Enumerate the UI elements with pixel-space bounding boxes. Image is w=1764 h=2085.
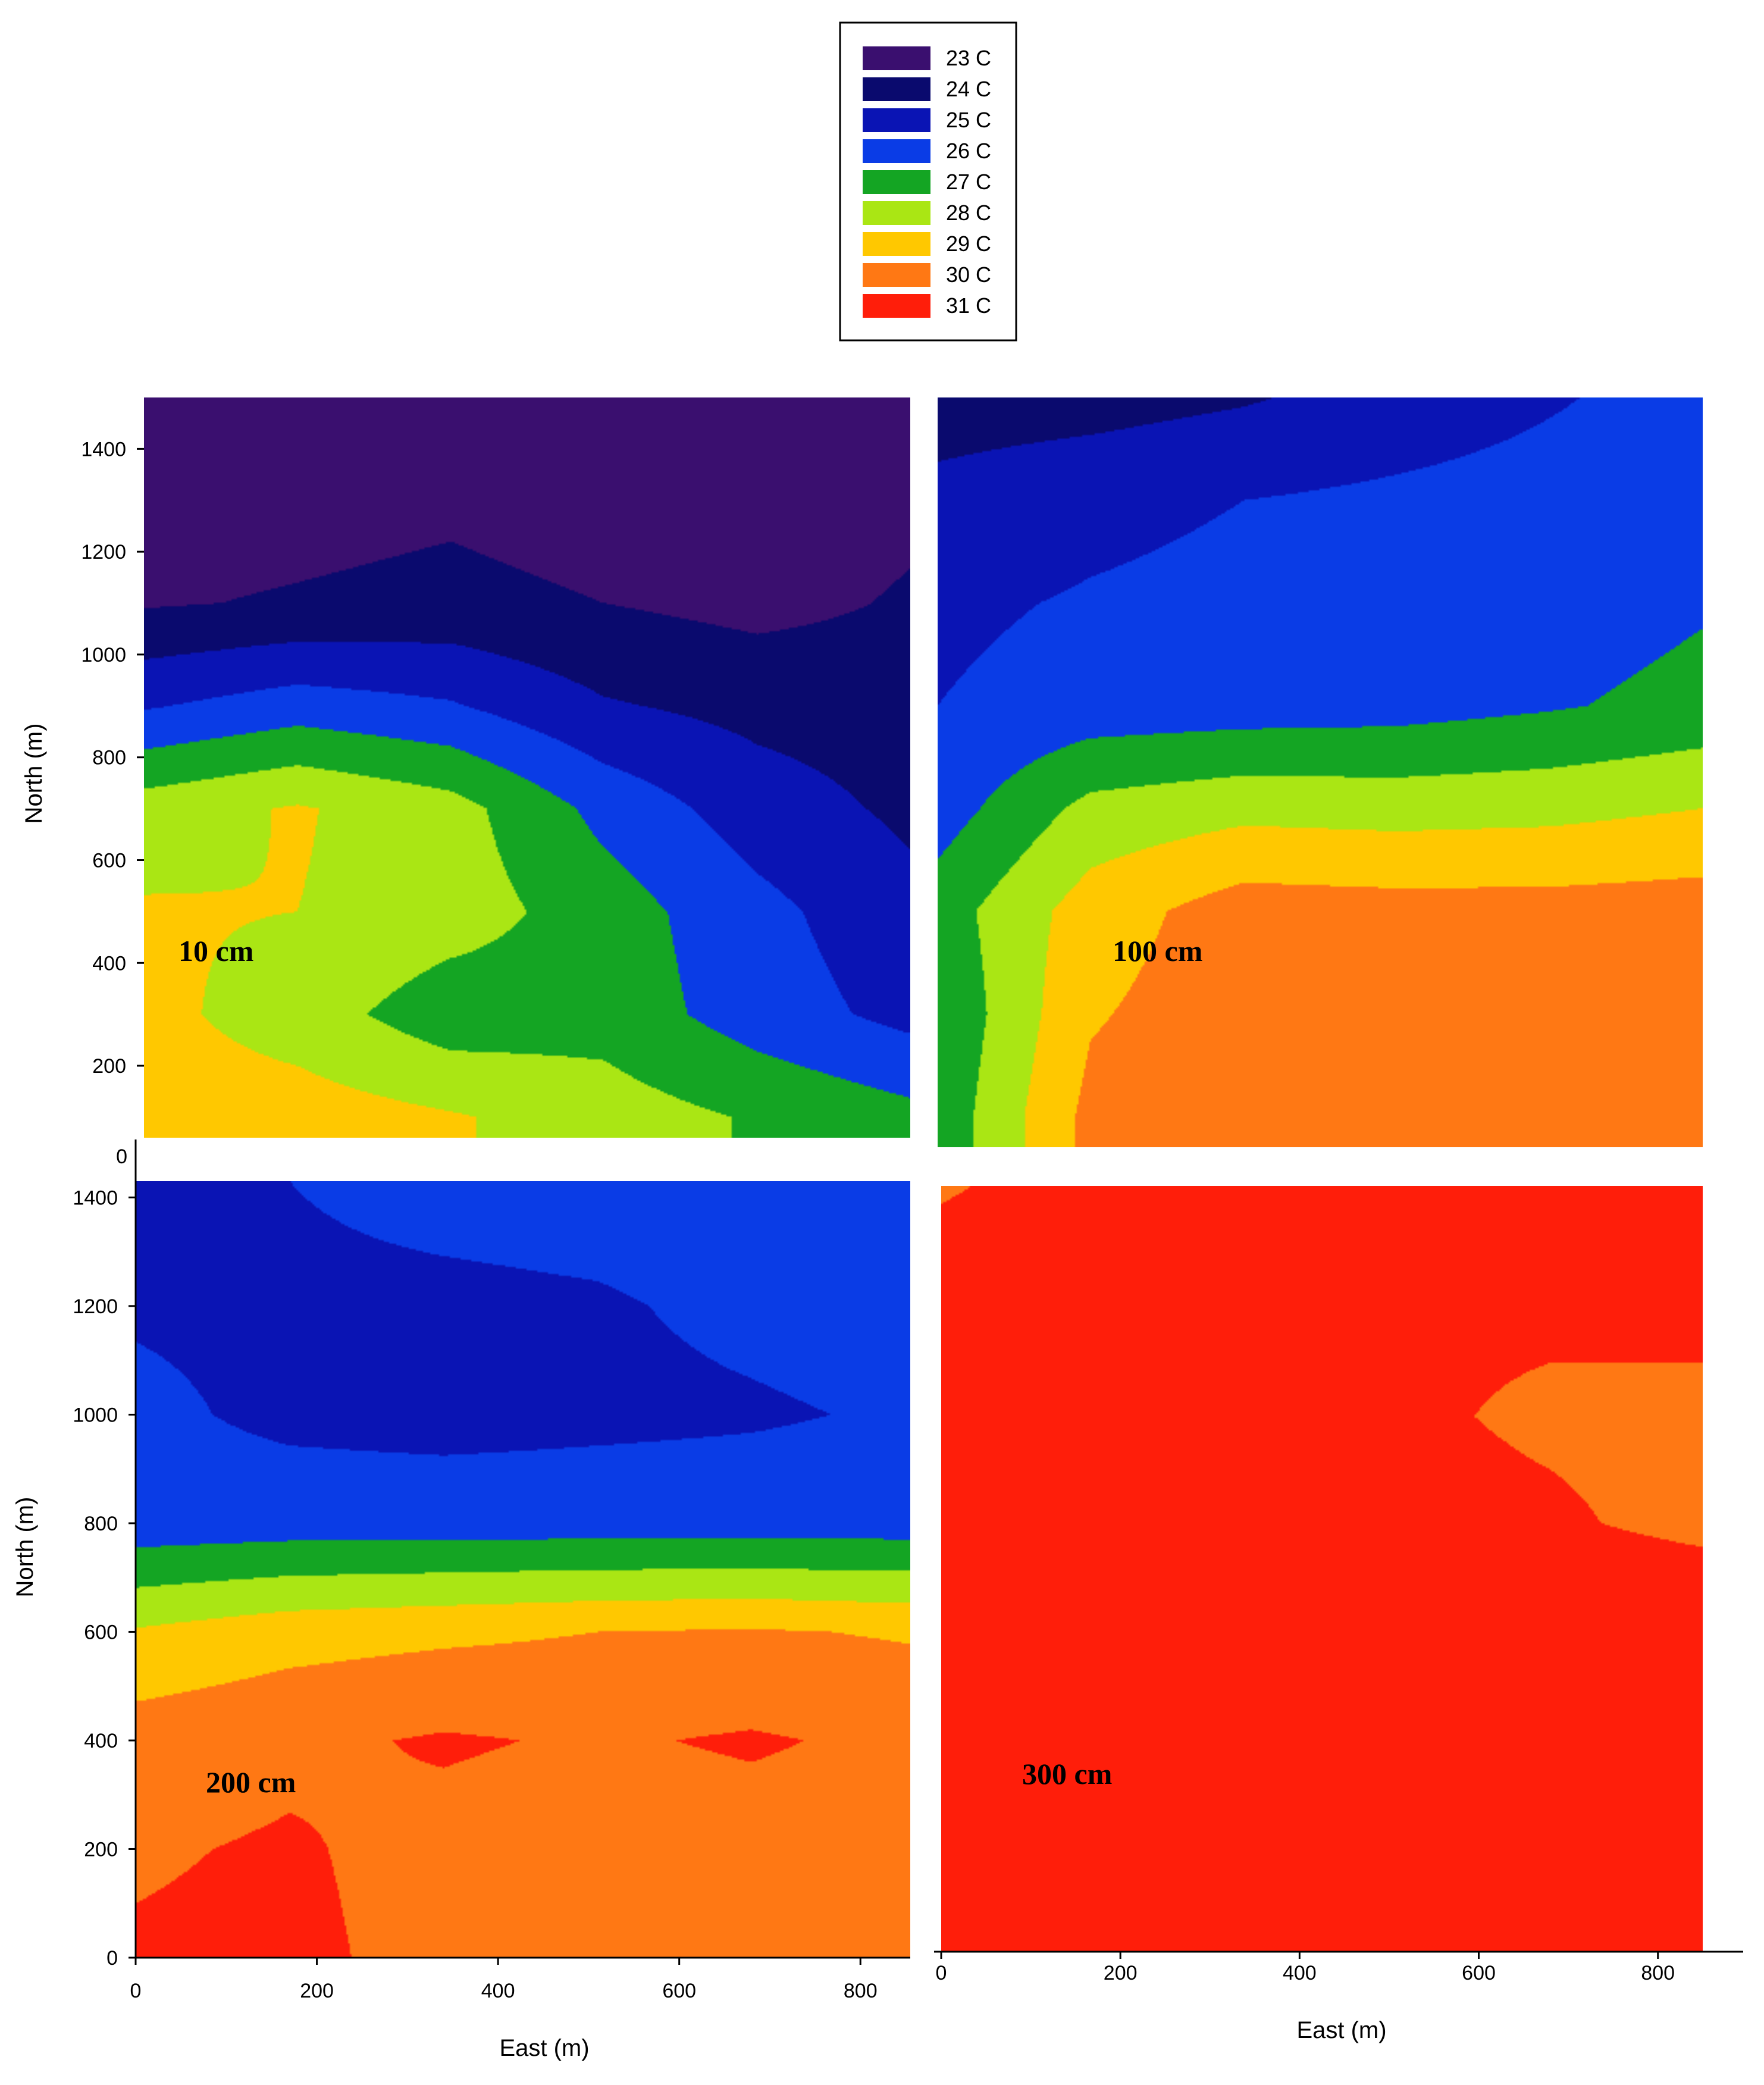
- y-tick-label: 1000: [81, 644, 126, 666]
- legend-label: 23 C: [946, 46, 991, 70]
- y-axis-title: North (m): [12, 1497, 38, 1598]
- legend-swatch: [863, 232, 930, 256]
- y-tick-label: 800: [84, 1513, 118, 1535]
- x-tick-label: 0: [936, 1962, 947, 1984]
- depth-label: 10 cm: [178, 934, 253, 968]
- legend-label: 26 C: [946, 139, 991, 163]
- contour-field: [144, 397, 910, 1138]
- y-tick-label: 200: [84, 1838, 118, 1861]
- y-tick-label: 1400: [81, 438, 126, 461]
- x-tick-label: 800: [844, 1980, 878, 2002]
- legend-label: 31 C: [946, 293, 991, 318]
- legend-swatch: [863, 263, 930, 287]
- depth-label: 300 cm: [1022, 1757, 1112, 1790]
- legend-label: 25 C: [946, 108, 991, 132]
- legend-swatch: [863, 201, 930, 225]
- legend-swatch: [863, 108, 930, 132]
- x-tick-label: 800: [1641, 1962, 1675, 1984]
- depth-label: 100 cm: [1113, 934, 1202, 968]
- x-tick-label: 0: [130, 1980, 142, 2002]
- y-tick-label: 1200: [73, 1295, 118, 1318]
- y-tick-label: 400: [92, 952, 126, 975]
- y-tick-label: 0: [116, 1145, 127, 1168]
- y-axis-title: North (m): [21, 724, 47, 824]
- y-tick-label: 200: [92, 1055, 126, 1078]
- x-tick-label: 600: [662, 1980, 696, 2002]
- depth-label: 200 cm: [206, 1765, 296, 1799]
- x-tick-label: 200: [300, 1980, 334, 2002]
- panel-300-cm: 0 200 400 600 800 East (m) 300 cm: [934, 1186, 1743, 2043]
- y-tick-label: 1400: [73, 1186, 118, 1209]
- y-tick-label: 600: [92, 850, 126, 872]
- y-tick-label: 0: [106, 1947, 118, 1970]
- y-tick-label: 800: [92, 747, 126, 769]
- x-tick-label: 400: [481, 1980, 515, 2002]
- x-tick-label: 600: [1462, 1962, 1496, 1984]
- legend-swatch: [863, 139, 930, 163]
- x-axis-title: East (m): [1296, 2017, 1386, 2043]
- y-tick-label: 1200: [81, 541, 126, 563]
- legend-swatch: [863, 170, 930, 194]
- legend: 23 C 24 C 25 C 26 C 27 C 28 C 29 C 30 C 31 C: [839, 21, 1017, 342]
- legend-label: 30 C: [946, 262, 991, 287]
- panel-10-cm: 200 400 600 800 1000 1200 1400 North (m) 10 cm: [21, 397, 910, 1138]
- legend-label: 24 C: [946, 77, 991, 101]
- x-axis-title: East (m): [499, 2035, 589, 2061]
- legend-swatch: [863, 294, 930, 318]
- contour-field: [938, 397, 1703, 1147]
- y-tick-label: 400: [84, 1730, 118, 1752]
- legend-swatch: [863, 77, 930, 101]
- contour-field: [136, 1181, 910, 1958]
- y-tick-label: 1000: [73, 1404, 118, 1426]
- legend-label: 27 C: [946, 170, 991, 194]
- contour-field: [941, 1186, 1703, 1952]
- legend-label: 29 C: [946, 231, 991, 256]
- x-tick-label: 400: [1283, 1962, 1317, 1984]
- panel-100-cm: 100 cm: [938, 397, 1703, 1147]
- legend-swatch: [863, 46, 930, 70]
- panel-200-cm: 0 200 400 600 800 1000 1200 1400 0 200 400 600 800 0 N…: [12, 1139, 910, 2061]
- x-tick-label: 200: [1104, 1962, 1138, 1984]
- y-tick-label: 600: [84, 1621, 118, 1643]
- legend-label: 28 C: [946, 201, 991, 225]
